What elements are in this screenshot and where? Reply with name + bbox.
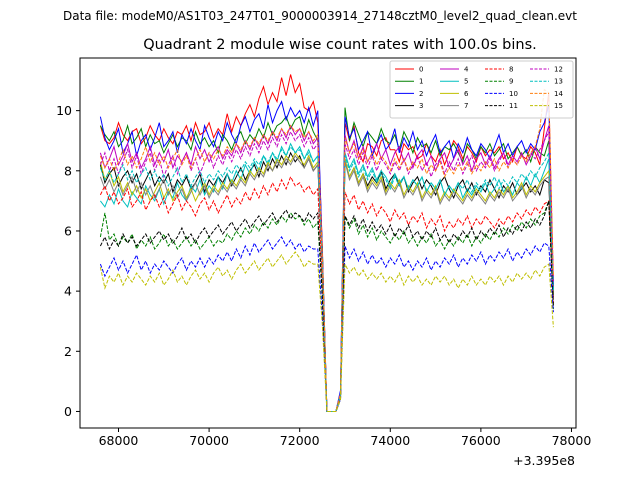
series-line-0 [99, 74, 554, 412]
series-line-2 [99, 100, 554, 412]
x-tick-label: 76000 [461, 433, 501, 448]
x-offset-label: +3.395e8 [513, 453, 575, 468]
series-line-15 [99, 251, 554, 412]
plot-frame [79, 57, 577, 429]
x-tick-label: 68000 [99, 433, 139, 448]
series-line-12 [99, 130, 554, 412]
legend-label-6: 6 [464, 90, 469, 98]
file-caption: Data file: modeM0/AS1T03_247T01_90000039… [63, 9, 577, 23]
series-line-10 [99, 236, 554, 412]
legend-label-0: 0 [419, 66, 423, 74]
y-axis: 0 2 4 6 8 10 [56, 103, 80, 419]
legend-label-13: 13 [554, 78, 563, 86]
y-tick-label: 4 [64, 284, 72, 299]
legend-label-12: 12 [554, 66, 563, 74]
legend-label-1: 1 [419, 78, 423, 86]
series-line-8 [99, 175, 554, 412]
legend-label-15: 15 [554, 102, 563, 110]
x-tick-label: 74000 [370, 433, 410, 448]
y-tick-label: 6 [64, 223, 72, 238]
legend-label-7: 7 [464, 102, 468, 110]
series-line-14 [99, 88, 554, 412]
series-line-7 [99, 154, 554, 412]
chart-title: Quadrant 2 module wise count rates with … [143, 37, 537, 53]
x-tick-label: 72000 [280, 433, 320, 448]
legend-label-2: 2 [419, 90, 423, 98]
series-line-13 [99, 145, 554, 412]
x-axis: 68000 70000 72000 74000 76000 78000 [99, 428, 592, 448]
legend-label-8: 8 [509, 66, 513, 74]
legend-label-9: 9 [509, 78, 513, 86]
y-tick-label: 8 [64, 163, 72, 178]
legend-label-4: 4 [464, 66, 469, 74]
legend-box [389, 60, 574, 119]
series-line-1 [99, 107, 554, 412]
x-tick-label: 70000 [189, 433, 229, 448]
legend-label-5: 5 [464, 78, 468, 86]
legend-label-3: 3 [419, 102, 423, 110]
legend-label-11: 11 [509, 102, 518, 110]
series-line-5 [100, 142, 554, 412]
plot-lines [99, 74, 554, 412]
y-tick-label: 0 [64, 404, 72, 419]
legend-label-10: 10 [509, 90, 518, 98]
legend-label-14: 14 [554, 90, 563, 98]
y-tick-label: 2 [64, 344, 72, 359]
y-tick-label: 10 [56, 103, 72, 118]
series-line-11 [99, 200, 554, 412]
series-line-9 [99, 200, 554, 412]
x-tick-label: 78000 [552, 433, 592, 448]
